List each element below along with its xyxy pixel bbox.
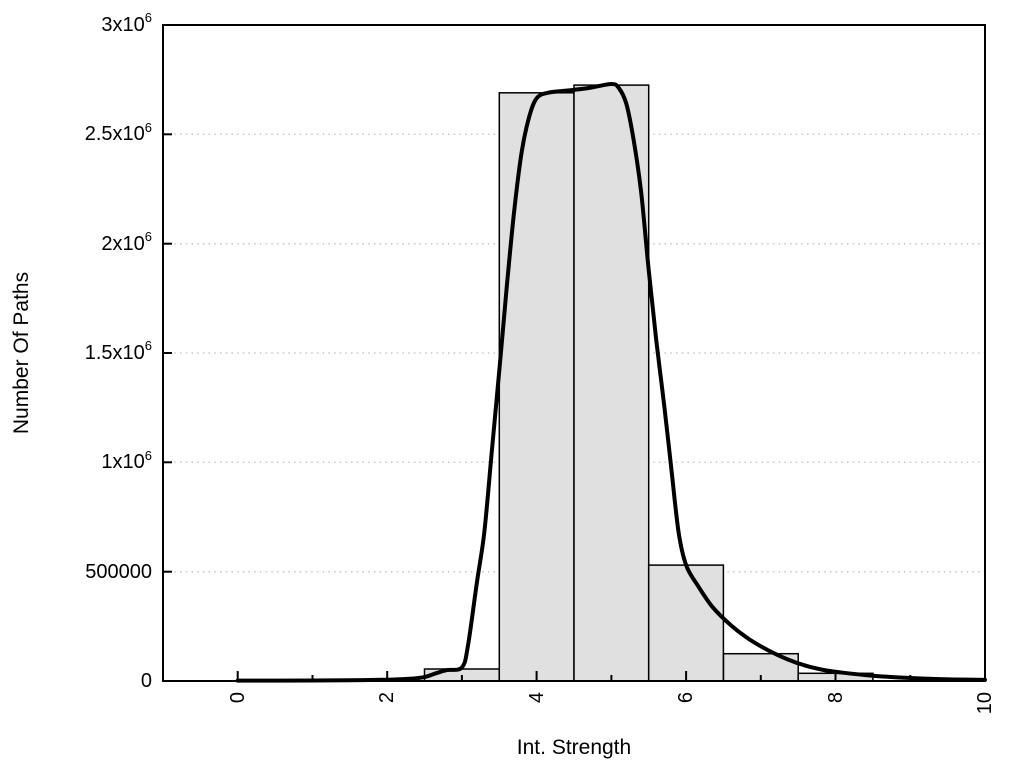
y-tick-label: 2.5x106 xyxy=(84,119,152,146)
y-tick-label: 500000 xyxy=(85,560,152,583)
x-axis-title: Int. Strength xyxy=(516,736,632,759)
x-tick-label: 6 xyxy=(675,692,698,704)
x-tick-label: 2 xyxy=(376,692,399,704)
y-axis-title: Number Of Paths xyxy=(10,271,33,435)
exponent: 6 xyxy=(144,229,152,245)
x-tick-label: 0 xyxy=(226,692,249,704)
y-tick-label: 0 xyxy=(140,670,152,692)
histogram-bar xyxy=(647,564,725,682)
x-tick-label: 10 xyxy=(974,692,996,715)
y-tick-label: 1.5x106 xyxy=(84,338,152,364)
y-tick-label: 1x106 xyxy=(101,447,152,474)
x-tick-label: 4 xyxy=(525,692,548,704)
distribution-curve xyxy=(235,82,987,683)
histogram-bar xyxy=(498,92,575,682)
exponent: 6 xyxy=(144,338,152,354)
y-tick-label: 2x106 xyxy=(101,229,152,255)
exponent: 6 xyxy=(144,10,152,26)
x-tick-label: 8 xyxy=(824,692,847,704)
exponent: 6 xyxy=(144,447,152,463)
histogram-bar xyxy=(573,84,650,682)
plot-border xyxy=(162,24,986,682)
exponent: 6 xyxy=(144,119,152,135)
y-tick-label: 3x106 xyxy=(101,10,152,36)
